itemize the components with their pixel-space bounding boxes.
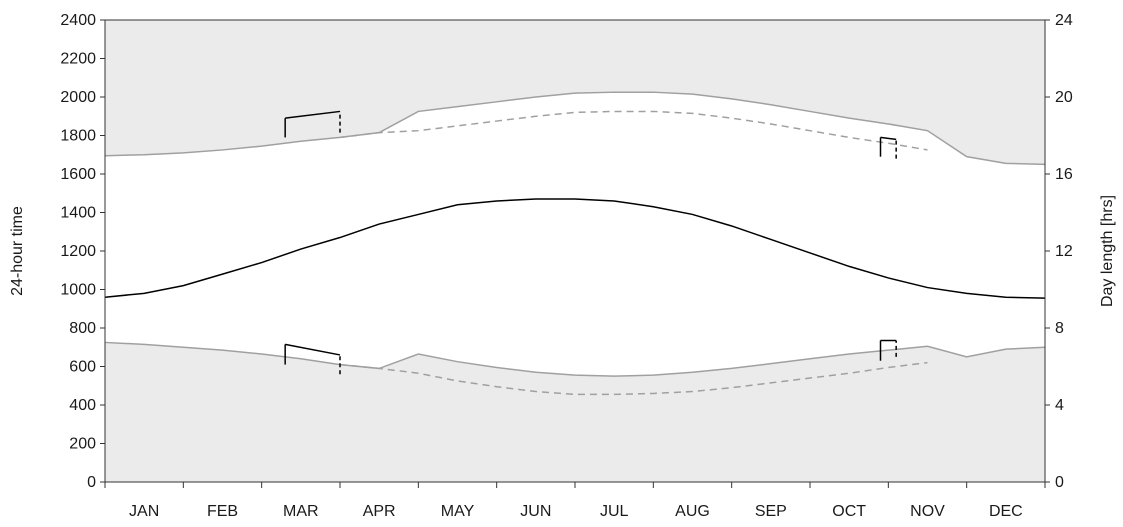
dst-connector-sunset — [880, 136, 897, 141]
x-tick-label: JAN — [129, 503, 159, 520]
x-tick-label: JUN — [520, 503, 551, 520]
dst-connector-sunrise — [285, 343, 341, 356]
y-axis-title-right: Day length [hrs] — [1099, 195, 1116, 307]
y-tick-label: 800 — [69, 320, 96, 337]
y-tick-label: 0 — [87, 474, 96, 491]
dst-connector-sunset — [285, 110, 341, 119]
series-line-sunset — [104, 91, 1046, 166]
y-right-tick-label: 0 — [1055, 474, 1064, 491]
series-layer — [104, 91, 1046, 396]
y-tick-label: 400 — [69, 397, 96, 414]
series-line-sunrise — [104, 341, 1046, 377]
y-tick-label: 1400 — [60, 205, 96, 222]
night-region-evening — [105, 20, 1045, 165]
x-axis: JAN FEB MAR APR MAY JUN JUL AUG SEP OCT NOV DEC — [104, 482, 1046, 520]
x-tick-label: MAR — [283, 503, 319, 520]
y-tick-label: 1600 — [60, 166, 96, 183]
right-y-axis: 0 4 8 12 16 20 24 — [1045, 12, 1073, 491]
x-tick-label: FEB — [207, 503, 238, 520]
y-tick-label: 600 — [69, 359, 96, 376]
y-tick-label: 1000 — [60, 282, 96, 299]
x-tick-label: MAY — [441, 503, 475, 520]
x-tick-label: OCT — [832, 503, 866, 520]
series-line-sunset_standard_time — [339, 110, 928, 151]
x-tick-label: APR — [363, 503, 396, 520]
y-tick-label: 2400 — [60, 12, 96, 29]
y-tick-label: 1200 — [60, 243, 96, 260]
y-axis-title-left: 24-hour time — [9, 206, 26, 296]
dst-shift-markers — [284, 110, 897, 375]
y-tick-label: 2200 — [60, 51, 96, 68]
y-tick-label: 2000 — [60, 89, 96, 106]
y-right-tick-label: 20 — [1055, 89, 1073, 106]
x-tick-label: AUG — [675, 503, 710, 520]
y-right-tick-label: 8 — [1055, 320, 1064, 337]
y-tick-label: 1800 — [60, 128, 96, 145]
series-line-day_length — [104, 198, 1046, 299]
y-right-tick-label: 16 — [1055, 166, 1073, 183]
x-tick-label: DEC — [989, 503, 1023, 520]
series-line-sunrise_standard_time — [339, 361, 928, 396]
x-tick-label: JUL — [600, 503, 629, 520]
x-tick-label: SEP — [755, 503, 787, 520]
y-right-tick-label: 24 — [1055, 12, 1073, 29]
y-right-tick-label: 4 — [1055, 397, 1064, 414]
left-y-axis: 0 200 400 600 800 1000 1200 1400 1600 1800 2000 220… — [60, 12, 105, 491]
x-tick-label: NOV — [910, 503, 945, 520]
y-tick-label: 200 — [69, 436, 96, 453]
y-right-tick-label: 12 — [1055, 243, 1073, 260]
